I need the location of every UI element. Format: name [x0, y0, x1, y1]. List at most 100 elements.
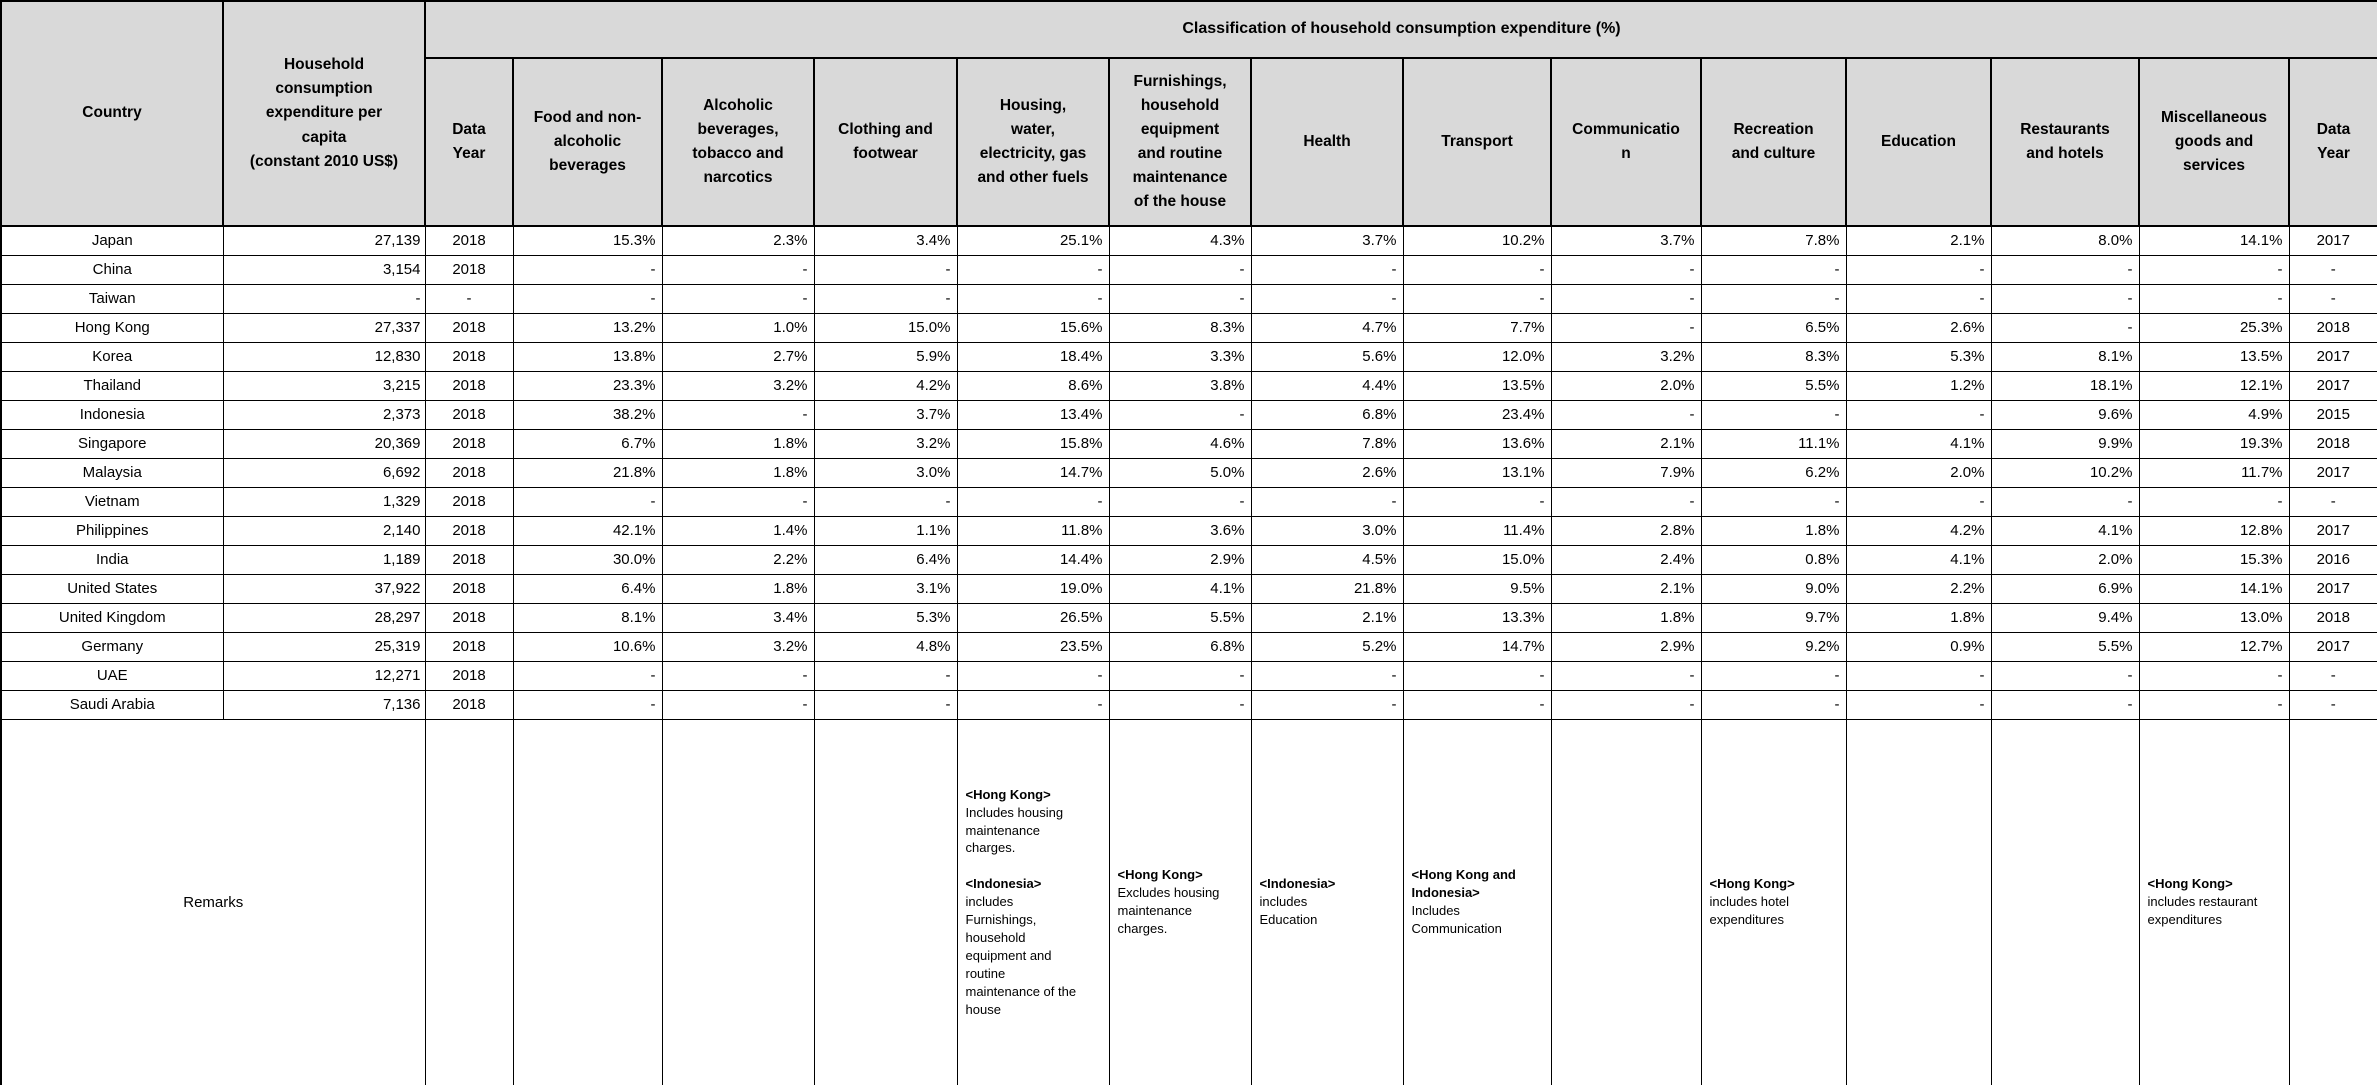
cell-recreation: -: [1700, 254, 1847, 285]
cell-food: 21.8%: [512, 457, 663, 488]
remark-data_year_2: [2288, 718, 2377, 1085]
cell-furnishings: 6.8%: [1108, 631, 1252, 662]
cell-education: 4.1%: [1845, 428, 1992, 459]
cell-housing: -: [956, 254, 1110, 285]
remark-clothing: [813, 718, 958, 1085]
cell-food: -: [512, 689, 663, 720]
cell-housing: 8.6%: [956, 370, 1110, 401]
cell-expenditure: 28,297: [222, 602, 426, 633]
cell-transport: 10.2%: [1402, 225, 1552, 256]
cell-recreation: 9.0%: [1700, 573, 1847, 604]
cell-clothing: 6.4%: [813, 544, 958, 575]
cell-transport: -: [1402, 283, 1552, 314]
cell-data_year_2: 2018: [2288, 312, 2377, 343]
cell-health: -: [1250, 689, 1404, 720]
cell-restaurants: 8.0%: [1990, 225, 2140, 256]
cell-health: 3.0%: [1250, 515, 1404, 546]
cell-data_year_2: 2017: [2288, 370, 2377, 401]
cell-communication: 3.7%: [1550, 225, 1702, 256]
remark-housing: <Hong Kong> Includes housing maintenance …: [956, 718, 1110, 1085]
cell-housing: 26.5%: [956, 602, 1110, 633]
table-row: Thailand 3,215 2018 23.3% 3.2% 4.2% 8.6% 3.8% 4.…: [0, 370, 2377, 401]
cell-restaurants: 8.1%: [1990, 341, 2140, 372]
cell-communication: 7.9%: [1550, 457, 1702, 488]
remark-transport: <Hong Kong and Indonesia> Includes Commun…: [1402, 718, 1552, 1085]
cell-recreation: 9.2%: [1700, 631, 1847, 662]
cell-education: 4.1%: [1845, 544, 1992, 575]
cell-restaurants: -: [1990, 689, 2140, 720]
cell-housing: -: [956, 486, 1110, 517]
cell-alcoholic: 3.4%: [661, 602, 815, 633]
cell-furnishings: 3.8%: [1108, 370, 1252, 401]
cell-expenditure: 2,373: [222, 399, 426, 430]
cell-health: 2.6%: [1250, 457, 1404, 488]
cell-miscellaneous: -: [2138, 254, 2290, 285]
cell-data_year_2: 2017: [2288, 457, 2377, 488]
cell-country: Taiwan: [0, 283, 224, 314]
cell-expenditure: 6,692: [222, 457, 426, 488]
table-row: Hong Kong 27,337 2018 13.2% 1.0% 15.0% 15.6% 8.…: [0, 312, 2377, 343]
cell-education: -: [1845, 689, 1992, 720]
cell-alcoholic: -: [661, 399, 815, 430]
cell-health: 4.7%: [1250, 312, 1404, 343]
cell-education: 4.2%: [1845, 515, 1992, 546]
cell-miscellaneous: -: [2138, 486, 2290, 517]
cell-miscellaneous: 19.3%: [2138, 428, 2290, 459]
cell-alcoholic: 1.4%: [661, 515, 815, 546]
cell-alcoholic: 2.2%: [661, 544, 815, 575]
cell-miscellaneous: 14.1%: [2138, 573, 2290, 604]
cell-communication: -: [1550, 312, 1702, 343]
cell-furnishings: 8.3%: [1108, 312, 1252, 343]
cell-data_year: 2018: [424, 370, 514, 401]
cell-furnishings: 4.3%: [1108, 225, 1252, 256]
cell-food: -: [512, 660, 663, 691]
cell-transport: 13.1%: [1402, 457, 1552, 488]
table-row: Vietnam 1,329 2018- - - - - - - - - - - - -: [0, 486, 2377, 517]
cell-miscellaneous: 4.9%: [2138, 399, 2290, 430]
cell-restaurants: -: [1990, 660, 2140, 691]
cell-data_year: 2018: [424, 225, 514, 256]
cell-country: Germany: [0, 631, 224, 662]
cell-expenditure: -: [222, 283, 426, 314]
table-footer: Remarks <Hong Kong> Includes housing main…: [0, 718, 2377, 1085]
cell-recreation: 5.5%: [1700, 370, 1847, 401]
cell-health: -: [1250, 486, 1404, 517]
cell-transport: -: [1402, 486, 1552, 517]
cell-clothing: 3.1%: [813, 573, 958, 604]
cell-transport: 23.4%: [1402, 399, 1552, 430]
cell-food: -: [512, 486, 663, 517]
cell-health: -: [1250, 254, 1404, 285]
cell-data_year: 2018: [424, 573, 514, 604]
cell-furnishings: 3.3%: [1108, 341, 1252, 372]
table-row: Indonesia 2,373 2018 38.2% -3.7% 13.4% -6.8% 23…: [0, 399, 2377, 430]
cell-alcoholic: 1.8%: [661, 457, 815, 488]
cell-clothing: 1.1%: [813, 515, 958, 546]
cell-education: 2.2%: [1845, 573, 1992, 604]
cell-recreation: 11.1%: [1700, 428, 1847, 459]
cell-communication: -: [1550, 283, 1702, 314]
cell-data_year_2: -: [2288, 254, 2377, 285]
cell-food: 8.1%: [512, 602, 663, 633]
table-row: Malaysia 6,692 2018 21.8% 1.8% 3.0% 14.7% 5.0% 2…: [0, 457, 2377, 488]
remark-line: <Hong Kong>: [2147, 876, 2233, 892]
cell-clothing: 5.3%: [813, 602, 958, 633]
remark-line: <Indonesia>: [1259, 876, 1336, 892]
cell-data_year_2: -: [2288, 689, 2377, 720]
classification-title: Classification of household consumption …: [424, 0, 2377, 59]
cell-country: Singapore: [0, 428, 224, 459]
cell-expenditure: 27,337: [222, 312, 426, 343]
remarks-row: Remarks <Hong Kong> Includes housing main…: [0, 718, 2377, 1085]
cell-miscellaneous: -: [2138, 689, 2290, 720]
cell-restaurants: 2.0%: [1990, 544, 2140, 575]
remark-line: [966, 857, 1101, 875]
cell-education: 1.2%: [1845, 370, 1992, 401]
remarks-label: Remarks: [0, 718, 426, 1085]
cell-miscellaneous: 14.1%: [2138, 225, 2290, 256]
cell-miscellaneous: 12.8%: [2138, 515, 2290, 546]
cell-alcoholic: -: [661, 283, 815, 314]
cell-clothing: -: [813, 660, 958, 691]
column-header-data-year: Data Year: [424, 57, 514, 227]
cell-housing: 14.7%: [956, 457, 1110, 488]
cell-transport: 14.7%: [1402, 631, 1552, 662]
cell-furnishings: 4.6%: [1108, 428, 1252, 459]
